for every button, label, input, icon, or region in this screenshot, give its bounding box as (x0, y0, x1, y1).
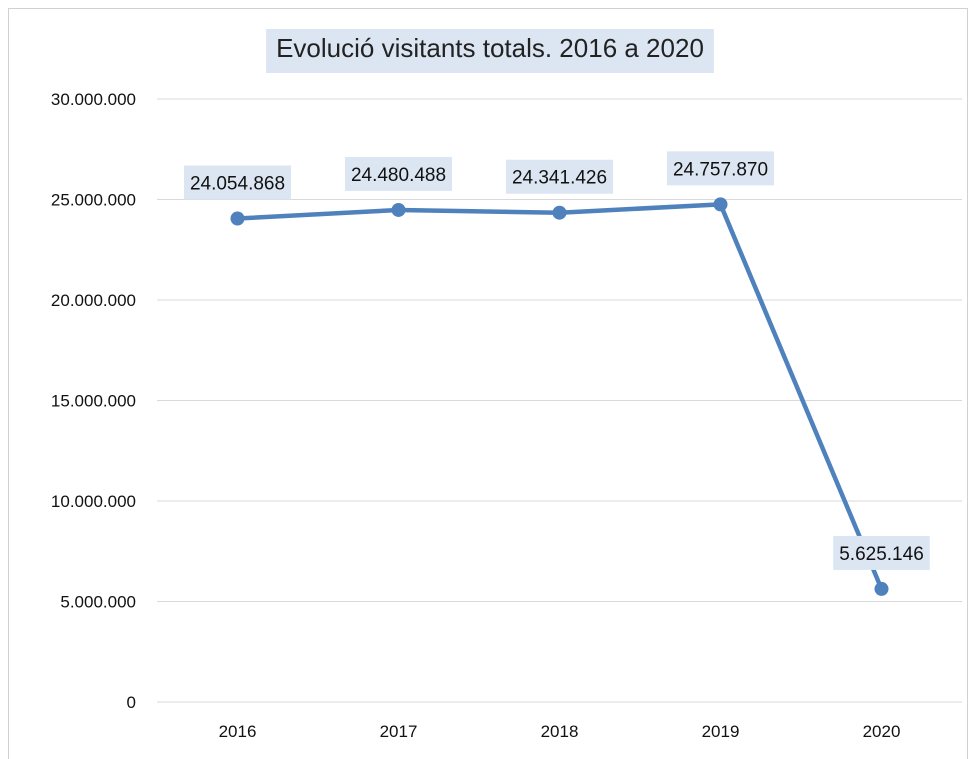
data-label: 5.625.146 (833, 535, 930, 570)
data-label-background (833, 535, 930, 570)
data-label: 24.480.488 (344, 156, 453, 191)
data-label: 24.054.868 (183, 165, 292, 200)
x-axis-tick-labels: 2016 2017 2018 2019 2020 (219, 722, 901, 741)
data-point (874, 581, 889, 596)
data-label-text: 24.341.426 (512, 168, 607, 189)
x-tick-label: 2018 (541, 722, 579, 741)
data-point (230, 211, 245, 226)
x-tick-label: 2017 (380, 722, 418, 741)
data-label: 24.341.426 (505, 159, 614, 194)
data-label-background (344, 156, 453, 191)
y-tick-label: 10.000.000 (51, 492, 136, 511)
data-label-text: 24.757.870 (673, 159, 768, 180)
y-tick-label: 5.000.000 (60, 593, 136, 612)
data-label-background (183, 165, 292, 200)
y-tick-label: 15.000.000 (51, 392, 136, 411)
data-label-text: 5.625.146 (839, 544, 924, 565)
data-labels: 24.054.868 24.480.488 24.341.426 24.757.870… (183, 151, 930, 570)
data-point (552, 205, 567, 220)
data-label-background (666, 151, 775, 186)
chart-title: Evolució visitants totals. 2016 a 2020 (276, 33, 704, 63)
y-axis-tick-labels: 0 5.000.000 10.000.000 15.000.000 20.000.000… (51, 90, 136, 712)
data-point (391, 202, 406, 217)
x-tick-label: 2020 (863, 722, 901, 741)
x-tick-label: 2016 (219, 722, 257, 741)
series-line (237, 202, 884, 590)
y-tick-label: 25.000.000 (51, 191, 136, 210)
data-label-text: 24.480.488 (351, 165, 446, 186)
y-tick-label: 20.000.000 (51, 291, 136, 310)
chart-title-background (266, 29, 714, 73)
y-tick-label: 30.000.000 (51, 90, 136, 109)
chart-frame (8, 8, 968, 759)
y-tick-label: 0 (127, 693, 136, 712)
data-point (713, 197, 728, 212)
gridlines (157, 98, 962, 703)
data-label: 24.757.870 (666, 151, 775, 186)
x-tick-label: 2019 (702, 722, 740, 741)
data-label-background (505, 159, 614, 194)
data-label-text: 24.054.868 (190, 173, 285, 194)
data-points (230, 197, 889, 596)
